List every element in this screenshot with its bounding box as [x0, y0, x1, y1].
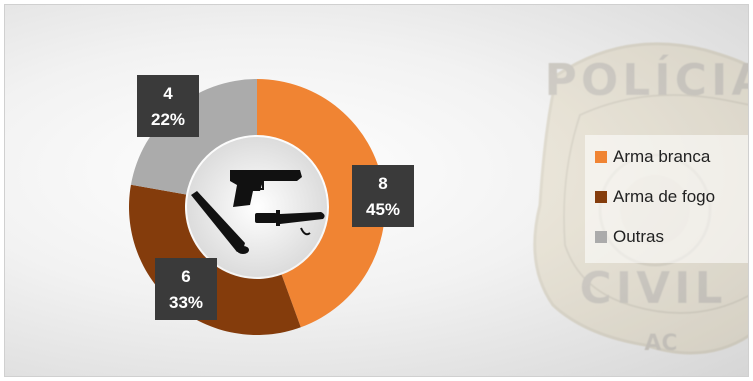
legend-swatch — [595, 191, 607, 203]
watermark-bottom-text: CIVIL — [579, 263, 726, 314]
data-label-value: 8 — [378, 174, 387, 193]
data-label-percent: 22% — [151, 110, 185, 129]
legend-label: Outras — [613, 227, 665, 246]
chart-frame: POLÍCIA CIVIL AC — [4, 4, 749, 377]
legend-swatch — [595, 151, 607, 163]
data-label-box — [137, 75, 199, 137]
data-label-percent: 33% — [169, 293, 203, 312]
data-label-value: 6 — [181, 267, 190, 286]
data-label-arma-de-fogo: 633% — [155, 258, 217, 320]
data-labels: 845%633%422% — [137, 75, 414, 320]
knife-icon — [255, 210, 325, 236]
legend: Arma branca Arma de fogo Outras — [585, 135, 748, 263]
pistol-icon — [230, 170, 302, 207]
baseball-bat-icon — [191, 191, 249, 254]
legend-label: Arma de fogo — [613, 187, 716, 206]
legend-item-arma-de-fogo: Arma de fogo — [595, 186, 715, 208]
donut-slice-arma-branca — [257, 79, 386, 328]
watermark-sub-text: AC — [644, 331, 677, 356]
legend-item-arma-branca: Arma branca — [595, 146, 710, 168]
data-label-box — [155, 258, 217, 320]
data-label-value: 4 — [163, 84, 173, 103]
legend-swatch — [595, 231, 607, 243]
center-disc — [187, 137, 327, 277]
data-label-box — [352, 165, 414, 227]
data-label-percent: 45% — [366, 200, 400, 219]
watermark-top-text: POLÍCIA — [545, 53, 749, 106]
data-label-arma-branca: 845% — [352, 165, 414, 227]
legend-item-outras: Outras — [595, 226, 664, 248]
data-label-outras: 422% — [137, 75, 199, 137]
legend-label: Arma branca — [613, 147, 711, 166]
